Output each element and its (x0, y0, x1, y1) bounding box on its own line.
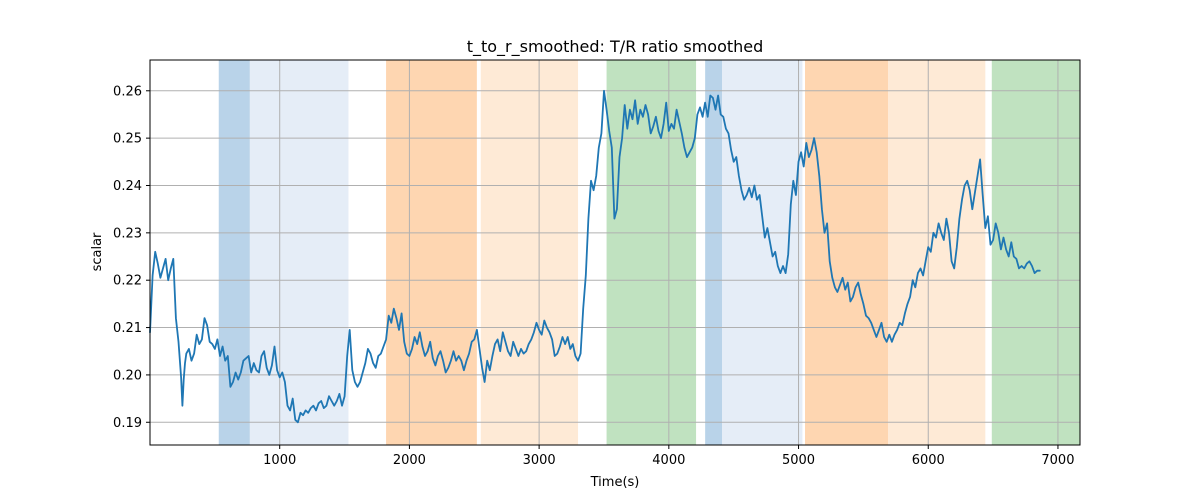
y-tick-label-0.21: 0.21 (113, 321, 142, 336)
shaded-region-9 (888, 60, 986, 445)
x-tick-label-7000: 7000 (1041, 453, 1074, 468)
series-layer (149, 89, 1041, 424)
shaded-region-3 (386, 60, 477, 445)
plot-frame (149, 59, 1081, 446)
y-tick-label-0.25: 0.25 (113, 132, 142, 147)
shaded-region-7 (722, 60, 803, 445)
shaded-region-4 (480, 60, 579, 445)
y-tick-label-0.19: 0.19 (113, 416, 142, 431)
shaded-region-1 (218, 60, 250, 445)
x-tick-label-2000: 2000 (393, 453, 426, 468)
shaded-region-8 (805, 60, 889, 445)
shaded-region-2 (249, 60, 349, 445)
y-tick-label-0.24: 0.24 (113, 179, 142, 194)
x-tick-label-5000: 5000 (782, 453, 815, 468)
x-tick-label-1000: 1000 (263, 453, 296, 468)
gridlines (150, 60, 1080, 445)
x-tick-label-6000: 6000 (912, 453, 945, 468)
x-axis-label: Time(s) (590, 475, 640, 490)
shaded-region-6 (705, 60, 723, 445)
y-tick-label-0.20: 0.20 (113, 368, 142, 383)
y-axis-label: scalar (90, 232, 105, 271)
series-line-t_to_r_smoothed (149, 89, 1041, 424)
y-axis-ticks: 0.19 0.20 0.21 0.22 0.23 0.24 0.25 0.26 (113, 84, 150, 431)
x-axis-ticks: 1000 2000 3000 4000 5000 6000 7000 (263, 445, 1074, 468)
shaded-regions (218, 60, 1080, 445)
chart-title: t_to_r_smoothed: T/R ratio smoothed (467, 37, 764, 57)
y-tick-label-0.22: 0.22 (113, 274, 142, 289)
shaded-region-5 (606, 60, 697, 445)
x-tick-label-3000: 3000 (523, 453, 556, 468)
y-tick-label-0.26: 0.26 (113, 84, 142, 99)
y-tick-label-0.23: 0.23 (113, 226, 142, 241)
x-tick-label-4000: 4000 (652, 453, 685, 468)
shaded-region-10 (991, 60, 1080, 445)
